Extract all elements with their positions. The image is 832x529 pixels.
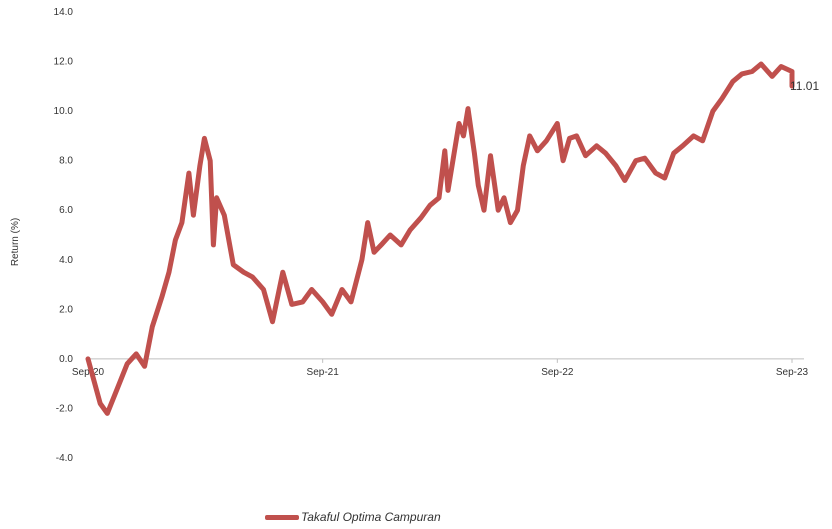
x-tick-label: Sep-20 bbox=[72, 367, 105, 378]
legend-label: Takaful Optima Campuran bbox=[301, 510, 441, 524]
legend-swatch bbox=[265, 514, 299, 520]
end-value-label: 11.01 bbox=[790, 79, 819, 93]
y-tick-label: 10.0 bbox=[54, 106, 74, 117]
y-tick-label: 4.0 bbox=[59, 255, 73, 266]
x-tick-label: Sep-23 bbox=[776, 367, 809, 378]
y-tick-label: -2.0 bbox=[56, 403, 74, 414]
y-tick-label: 8.0 bbox=[59, 156, 73, 167]
x-tick-label: Sep-22 bbox=[541, 367, 574, 378]
y-tick-label: -4.0 bbox=[56, 453, 74, 464]
y-tick-label: 6.0 bbox=[59, 205, 73, 216]
x-tick-label: Sep-21 bbox=[307, 367, 340, 378]
series-line-takaful-optima-campuran bbox=[85, 61, 795, 416]
y-tick-label: 14.0 bbox=[54, 7, 74, 18]
y-tick-label: 0.0 bbox=[59, 354, 73, 365]
y-tick-label: 2.0 bbox=[59, 304, 73, 315]
y-axis-label: Return (%) bbox=[10, 218, 21, 266]
legend: Takaful Optima Campuran bbox=[265, 510, 441, 524]
y-tick-label: 12.0 bbox=[54, 57, 74, 68]
